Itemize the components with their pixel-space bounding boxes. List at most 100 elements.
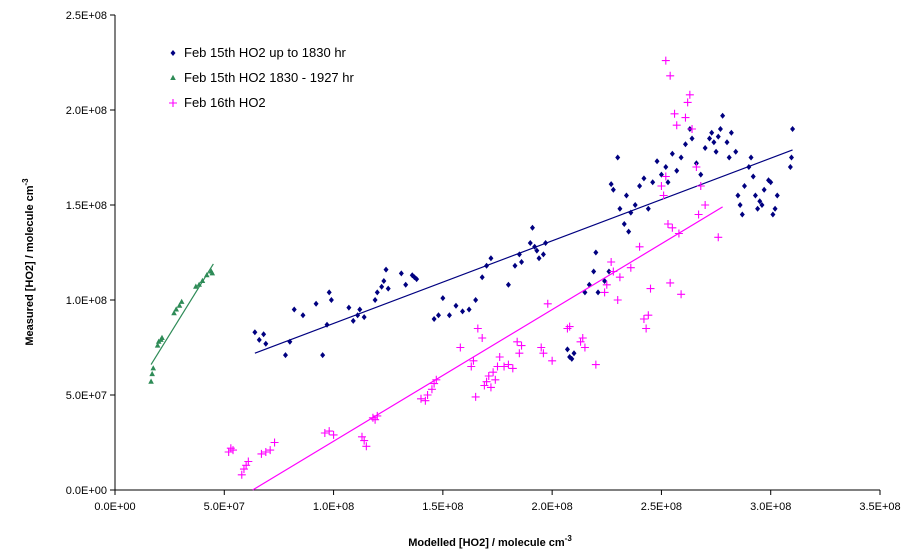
data-point [291, 306, 297, 313]
data-point [610, 186, 616, 193]
data-point [326, 289, 332, 296]
data-point [159, 334, 165, 340]
data-point [715, 133, 721, 140]
data-point [473, 297, 479, 303]
data-point [512, 262, 518, 269]
data-point [529, 224, 535, 231]
data-point [741, 183, 747, 189]
x-tick-label: 3.5E+08 [859, 501, 900, 513]
data-point [374, 289, 380, 296]
legend-marker [170, 74, 176, 80]
data-point [645, 205, 651, 212]
data-point [635, 242, 644, 251]
chart-marks [148, 56, 796, 491]
data-point [171, 310, 177, 316]
data-point [702, 145, 708, 151]
data-point [714, 233, 723, 242]
data-point [661, 56, 670, 65]
data-point [654, 158, 660, 165]
legend-marker [170, 50, 176, 56]
data-point [193, 283, 199, 289]
data-point [632, 202, 638, 208]
data-point [698, 171, 704, 178]
data-point [519, 259, 525, 265]
data-point [489, 368, 498, 377]
data-point [564, 346, 570, 353]
data-point [694, 210, 703, 219]
data-point [613, 296, 622, 304]
data-point [473, 324, 482, 333]
data-point [486, 383, 495, 392]
data-point [626, 228, 632, 235]
data-point [774, 192, 780, 199]
data-point [790, 126, 796, 132]
data-point [199, 277, 206, 283]
data-point [709, 129, 715, 136]
data-point [173, 306, 179, 312]
data-point [606, 268, 612, 275]
data-point [427, 385, 436, 394]
data-point [414, 276, 420, 283]
y-tick-label: 1.0E+08 [66, 295, 107, 307]
data-point [623, 192, 629, 199]
data-point [607, 258, 616, 266]
data-point [417, 394, 425, 403]
y-tick-label: 2.5E+08 [66, 10, 107, 22]
data-point [670, 109, 679, 118]
data-point [515, 349, 524, 358]
data-point [591, 360, 600, 369]
data-point [681, 113, 690, 122]
data-point [543, 299, 552, 308]
data-point [504, 360, 513, 369]
data-point [602, 278, 608, 284]
data-point [692, 163, 701, 171]
data-point [446, 312, 452, 319]
data-point [666, 71, 675, 80]
data-point [480, 381, 489, 390]
data-point [669, 150, 675, 157]
data-point [661, 172, 670, 181]
legend: Feb 15th HO2 up to 1830 hr Feb 15th HO2 1… [169, 45, 355, 110]
data-point [149, 370, 155, 377]
data-point [569, 355, 575, 362]
legend-label: Feb 16th HO2 [184, 95, 266, 110]
data-point [381, 278, 387, 284]
data-point [593, 249, 599, 256]
data-point [672, 121, 681, 130]
data-point [752, 192, 758, 199]
series-2 [148, 263, 216, 384]
data-point [360, 436, 369, 445]
data-point [244, 457, 253, 466]
x-tick-label: 3.0E+08 [750, 501, 791, 513]
data-point [591, 268, 597, 275]
data-point [711, 139, 717, 146]
data-point [328, 297, 334, 303]
data-point [329, 430, 338, 439]
data-point [398, 270, 404, 277]
data-point [150, 365, 157, 371]
y-tick-label: 0.0E+00 [66, 485, 107, 497]
data-point [685, 90, 694, 99]
data-point [500, 362, 509, 371]
data-point [578, 334, 587, 342]
data-point [320, 352, 326, 359]
data-point [431, 316, 437, 322]
data-point [650, 179, 656, 186]
data-point [717, 126, 723, 132]
data-point [621, 221, 627, 227]
data-point [488, 255, 494, 262]
data-point [478, 334, 487, 342]
data-point [261, 331, 267, 338]
data-point [683, 98, 692, 107]
data-point [540, 251, 546, 258]
data-point [750, 173, 756, 180]
data-point [644, 311, 653, 320]
data-point [713, 148, 719, 155]
data-point [563, 324, 572, 333]
data-point [440, 295, 446, 302]
data-point [755, 205, 761, 212]
data-point [668, 223, 677, 232]
y-tick-label: 5.0E+07 [66, 390, 107, 402]
data-point [737, 202, 743, 208]
